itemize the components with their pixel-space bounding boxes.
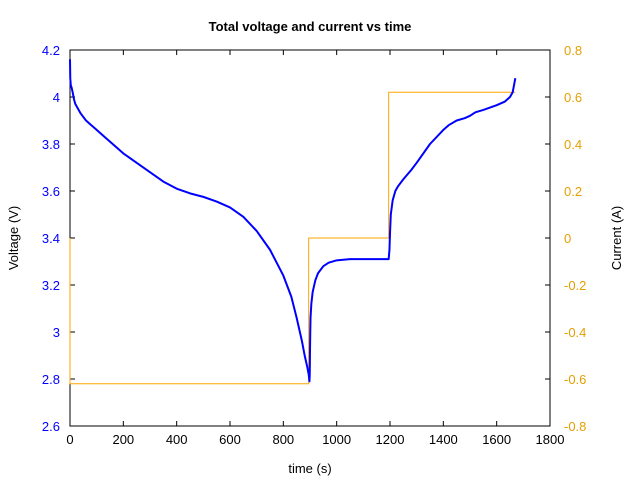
y-axis-right: -0.8 -0.6 -0.4 -0.2 0 0.2 0.4 0.6 0.8 <box>545 43 586 434</box>
series-layer <box>69 59 517 385</box>
y2-tick-label: 0 <box>564 231 571 246</box>
y-tick-label: 4.2 <box>42 43 60 58</box>
x-tick-label: 400 <box>166 432 188 447</box>
x-tick-label: 1600 <box>482 432 511 447</box>
y2-axis-label: Current (A) <box>609 206 624 270</box>
y2-tick-label: 0.8 <box>564 43 582 58</box>
y-tick-label: 4 <box>53 90 60 105</box>
x-axis-label: time (s) <box>288 461 331 476</box>
x-tick-label: 1200 <box>376 432 405 447</box>
x-tick-label: 1000 <box>322 432 351 447</box>
x-tick-label: 1800 <box>536 432 565 447</box>
y2-tick-label: 0.6 <box>564 90 582 105</box>
y-tick-label: 3 <box>53 325 60 340</box>
current-series-line <box>69 91 516 385</box>
y-tick-label: 3.4 <box>42 231 60 246</box>
y2-tick-label: -0.6 <box>564 372 586 387</box>
x-axis: 0 200 400 600 800 1000 1200 1400 1600 1800 <box>66 50 564 447</box>
chart-title: Total voltage and current vs time <box>209 19 412 34</box>
y-tick-label: 3.2 <box>42 278 60 293</box>
x-tick-label: 200 <box>112 432 134 447</box>
y2-tick-label: 0.4 <box>564 137 582 152</box>
voltage-series-line <box>69 59 517 383</box>
y2-tick-label: -0.4 <box>564 325 586 340</box>
x-tick-label: 600 <box>219 432 241 447</box>
y-tick-label: 2.8 <box>42 372 60 387</box>
y2-tick-label: -0.8 <box>564 419 586 434</box>
y2-tick-label: 0.2 <box>564 184 582 199</box>
x-tick-label: 800 <box>272 432 294 447</box>
y-tick-label: 3.6 <box>42 184 60 199</box>
y2-tick-label: -0.2 <box>564 278 586 293</box>
y-axis-label: Voltage (V) <box>6 206 21 270</box>
y-axis-left: 2.6 2.8 3 3.2 3.4 3.6 3.8 4 4.2 <box>42 43 75 434</box>
x-tick-label: 0 <box>66 432 73 447</box>
y-tick-label: 3.8 <box>42 137 60 152</box>
y-tick-label: 2.6 <box>42 419 60 434</box>
x-tick-label: 1400 <box>429 432 458 447</box>
